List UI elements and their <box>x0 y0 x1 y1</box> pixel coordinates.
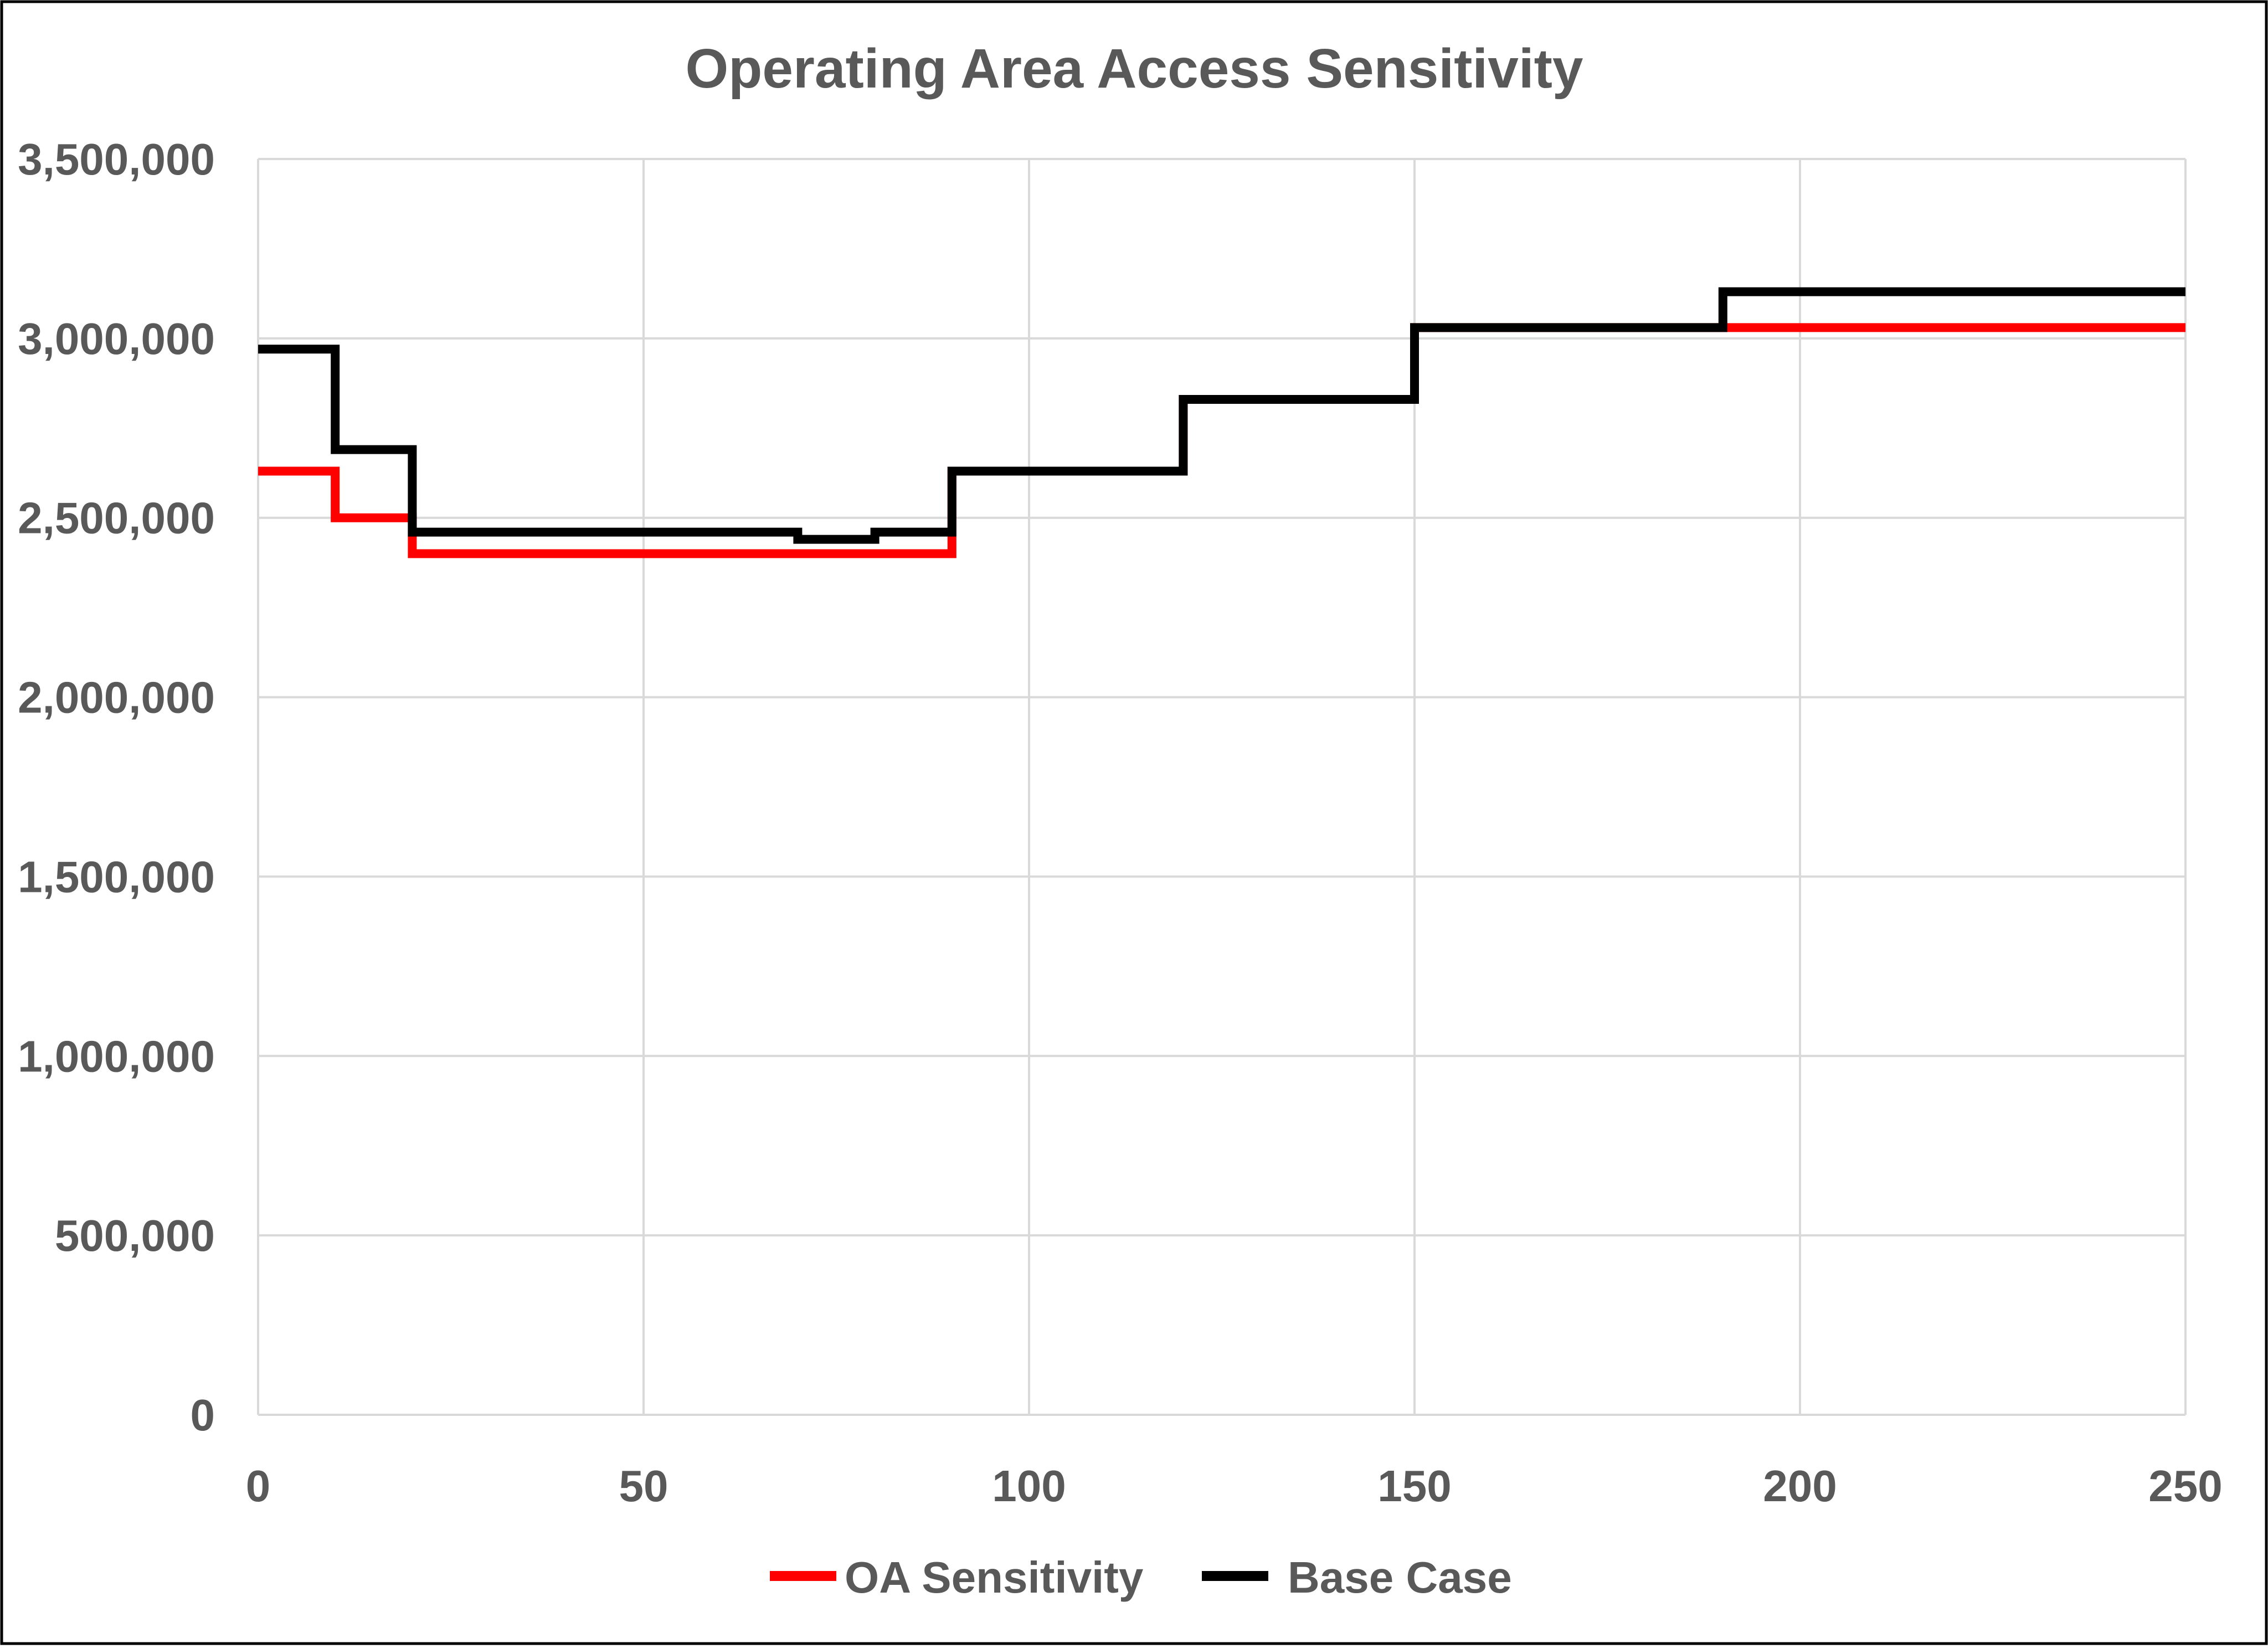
y-tick-label: 3,000,000 <box>18 314 215 363</box>
y-tick-label: 1,500,000 <box>18 852 215 901</box>
series-base-case <box>258 287 2185 544</box>
series-layer <box>258 287 2185 558</box>
x-tick-label: 0 <box>246 1461 271 1511</box>
legend-label: OA Sensitivity <box>845 1553 1144 1602</box>
legend-item: OA Sensitivity <box>770 1553 1144 1602</box>
x-tick-label: 200 <box>1763 1461 1837 1511</box>
y-tick-label: 500,000 <box>55 1211 215 1260</box>
tick-layer: 0 500,000 1,000,000 1,500,000 2,000,000 2,500… <box>18 135 2223 1511</box>
series-line <box>258 287 2185 544</box>
x-tick-label: 250 <box>2148 1461 2222 1511</box>
legend: OA Sensitivity Base Case <box>770 1553 1512 1602</box>
y-tick-label: 2,000,000 <box>18 673 215 722</box>
y-tick-label: 0 <box>191 1390 215 1440</box>
chart-title: Operating Area Access Sensitivity <box>685 38 1583 100</box>
y-tick-label: 3,500,000 <box>18 135 215 184</box>
x-tick-label: 150 <box>1377 1461 1451 1511</box>
legend-label: Base Case <box>1288 1553 1512 1602</box>
y-tick-label: 2,500,000 <box>18 494 215 543</box>
y-tick-label: 1,000,000 <box>18 1031 215 1081</box>
x-tick-label: 50 <box>619 1461 668 1511</box>
x-tick-label: 100 <box>992 1461 1066 1511</box>
legend-item: Base Case <box>1202 1553 1512 1602</box>
